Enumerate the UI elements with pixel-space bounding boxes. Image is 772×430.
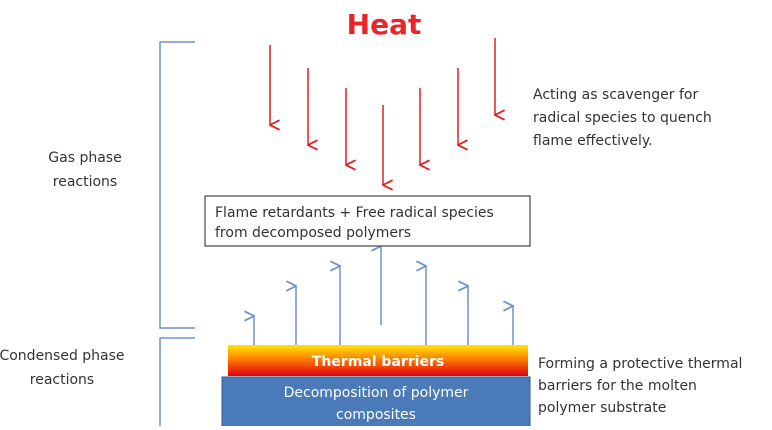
condensed-note: polymer substrate (538, 400, 666, 416)
gas-note: radical species to quench (533, 110, 712, 126)
title: Heat (347, 8, 422, 41)
red-arrows (270, 38, 495, 185)
box-text: from decomposed polymers (215, 225, 411, 241)
box (204, 195, 531, 247)
condensed-note: barriers for the molten (538, 378, 697, 394)
box-text: Flame retardants + Free radical species (215, 205, 494, 221)
gas-note: Acting as scavenger for (533, 87, 698, 103)
thermal-barrier-text: Thermal barriers (312, 354, 444, 370)
decomposition-box (221, 376, 531, 430)
gas-note: flame effectively. (533, 133, 653, 149)
condensed-label: Condensed phase (0, 348, 125, 364)
decomposition-text: Decomposition of polymer (284, 385, 469, 401)
condensed-label: reactions (30, 372, 94, 388)
brackets (159, 41, 195, 426)
condensed-note: Forming a protective thermal (538, 356, 742, 372)
decomposition-text: composites (336, 407, 416, 423)
thermal-barrier (228, 345, 528, 376)
blue-arrows (254, 246, 513, 345)
gas-label: Gas phase (48, 150, 121, 166)
gas-label: reactions (53, 174, 117, 190)
